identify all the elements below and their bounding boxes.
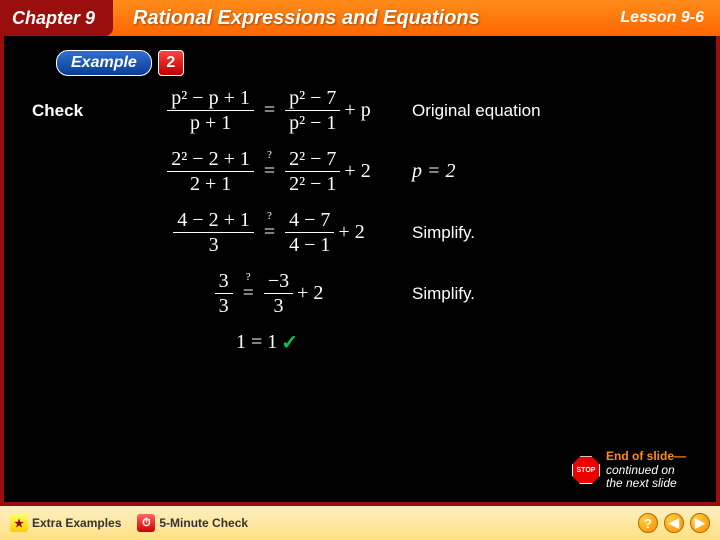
example-badge: Example 2 <box>56 50 184 76</box>
lesson-label: Lesson 9-6 <box>620 9 704 27</box>
desc-2: p = 2 <box>412 160 456 183</box>
eq-row-5: 1 = 1 ✓ <box>32 330 688 355</box>
desc-3: Simplify. <box>412 223 475 243</box>
desc-4: Simplify. <box>412 284 475 304</box>
checkmark-icon: ✓ <box>281 330 298 355</box>
example-number: 2 <box>158 50 184 76</box>
check-label: Check <box>32 101 122 121</box>
math-1: p² − p + 1p + 1 = p² − 7p² − 1 + p <box>122 86 412 135</box>
prev-button[interactable]: ◀ <box>664 513 684 533</box>
eq-row-4: 33 ?= −33 + 2 Simplify. <box>32 269 688 318</box>
eq-row-1: Check p² − p + 1p + 1 = p² − 7p² − 1 + p… <box>32 86 688 135</box>
math-5: 1 = 1 ✓ <box>122 330 412 355</box>
eq-row-3: 4 − 2 + 13 ?= 4 − 74 − 1 + 2 Simplify. <box>32 208 688 257</box>
math-2: 2² − 2 + 12 + 1 ?= 2² − 72² − 1 + 2 <box>122 147 412 196</box>
desc-1: Original equation <box>412 101 541 121</box>
math-3: 4 − 2 + 13 ?= 4 − 74 − 1 + 2 <box>122 208 412 257</box>
example-label: Example <box>56 50 152 76</box>
math-4: 33 ?= −33 + 2 <box>122 269 412 318</box>
chapter-title: Rational Expressions and Equations <box>133 7 480 30</box>
extra-examples-button[interactable]: ★ Extra Examples <box>10 514 121 532</box>
footer-bar: ★ Extra Examples ⏱ 5-Minute Check ? ◀ ▶ <box>0 506 720 540</box>
next-button[interactable]: ▶ <box>690 513 710 533</box>
stop-icon: STOP <box>572 456 600 484</box>
five-minute-check-button[interactable]: ⏱ 5-Minute Check <box>137 514 248 532</box>
end-of-slide: STOP End of slide— continued on the next… <box>572 450 686 490</box>
help-button[interactable]: ? <box>638 513 658 533</box>
chapter-tab: Chapter 9 <box>0 0 113 36</box>
header-bar: Chapter 9 Rational Expressions and Equat… <box>0 0 720 36</box>
eq-row-2: 2² − 2 + 12 + 1 ?= 2² − 72² − 1 + 2 p = … <box>32 147 688 196</box>
slide-content: Example 2 Check p² − p + 1p + 1 = p² − 7… <box>0 36 720 506</box>
